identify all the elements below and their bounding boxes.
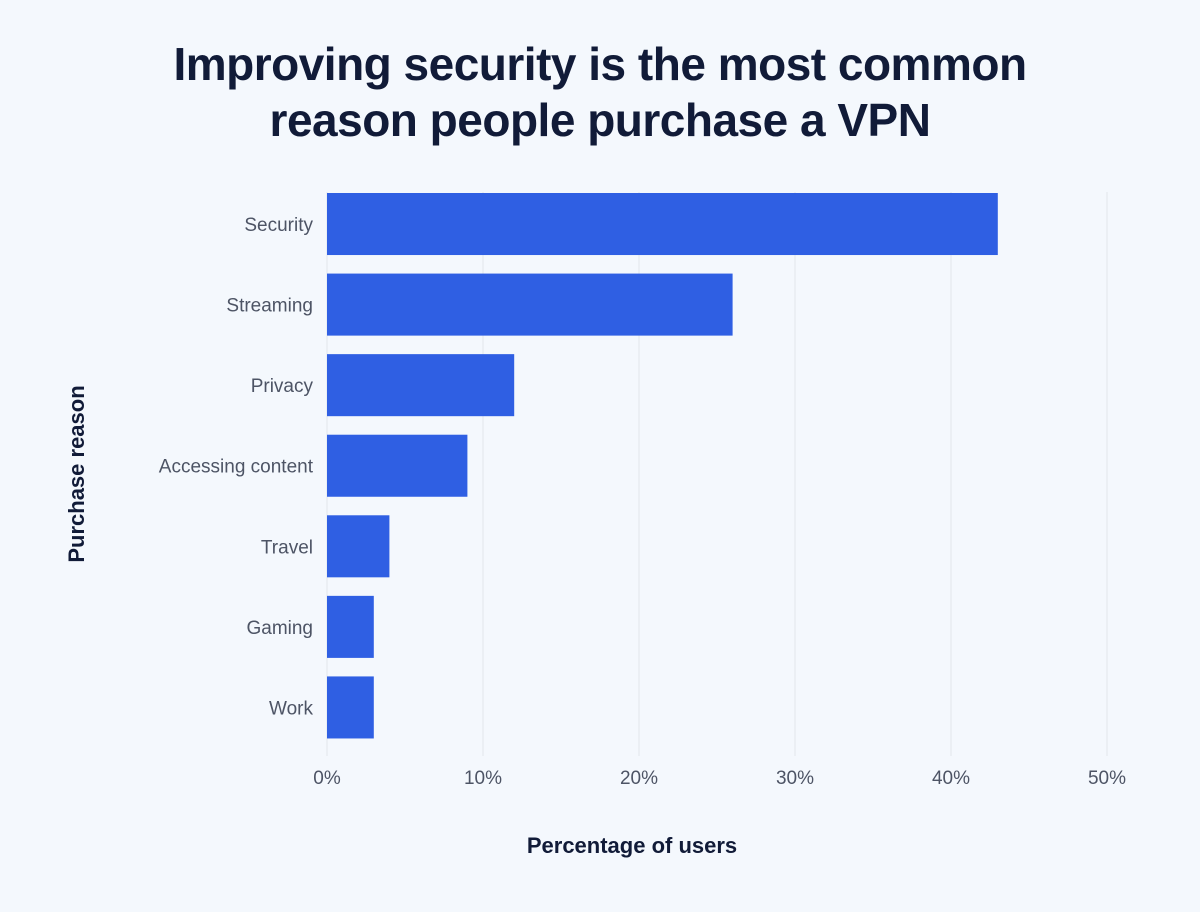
category-labels: Security Streaming Privacy Accessing conten…	[159, 215, 314, 719]
bar-security	[327, 193, 998, 256]
x-axis-title: Percentage of users	[527, 833, 737, 858]
category-label: Work	[269, 698, 313, 719]
category-label: Privacy	[251, 376, 314, 397]
chart-title: Improving security is the most common rea…	[173, 38, 1027, 146]
bar-streaming	[327, 273, 733, 336]
x-tick-label: 50%	[1088, 768, 1126, 789]
bars	[327, 193, 998, 739]
bar-travel	[327, 515, 390, 578]
x-tick-label: 30%	[776, 768, 814, 789]
category-label: Travel	[261, 537, 313, 558]
y-axis-title: Purchase reason	[64, 385, 89, 562]
bar-accessing-content	[327, 434, 468, 497]
x-tick-labels: 0% 10% 20% 30% 40% 50%	[313, 768, 1126, 789]
x-tick-label: 40%	[932, 768, 970, 789]
bar-privacy	[327, 354, 515, 417]
bar-gaming	[327, 595, 374, 658]
category-label: Streaming	[226, 296, 313, 317]
x-tick-label: 20%	[620, 768, 658, 789]
category-label: Security	[244, 215, 313, 236]
category-label: Gaming	[246, 618, 313, 639]
category-label: Accessing content	[159, 457, 314, 478]
x-tick-label: 0%	[313, 768, 341, 789]
bar-work	[327, 676, 374, 739]
x-tick-label: 10%	[464, 768, 502, 789]
